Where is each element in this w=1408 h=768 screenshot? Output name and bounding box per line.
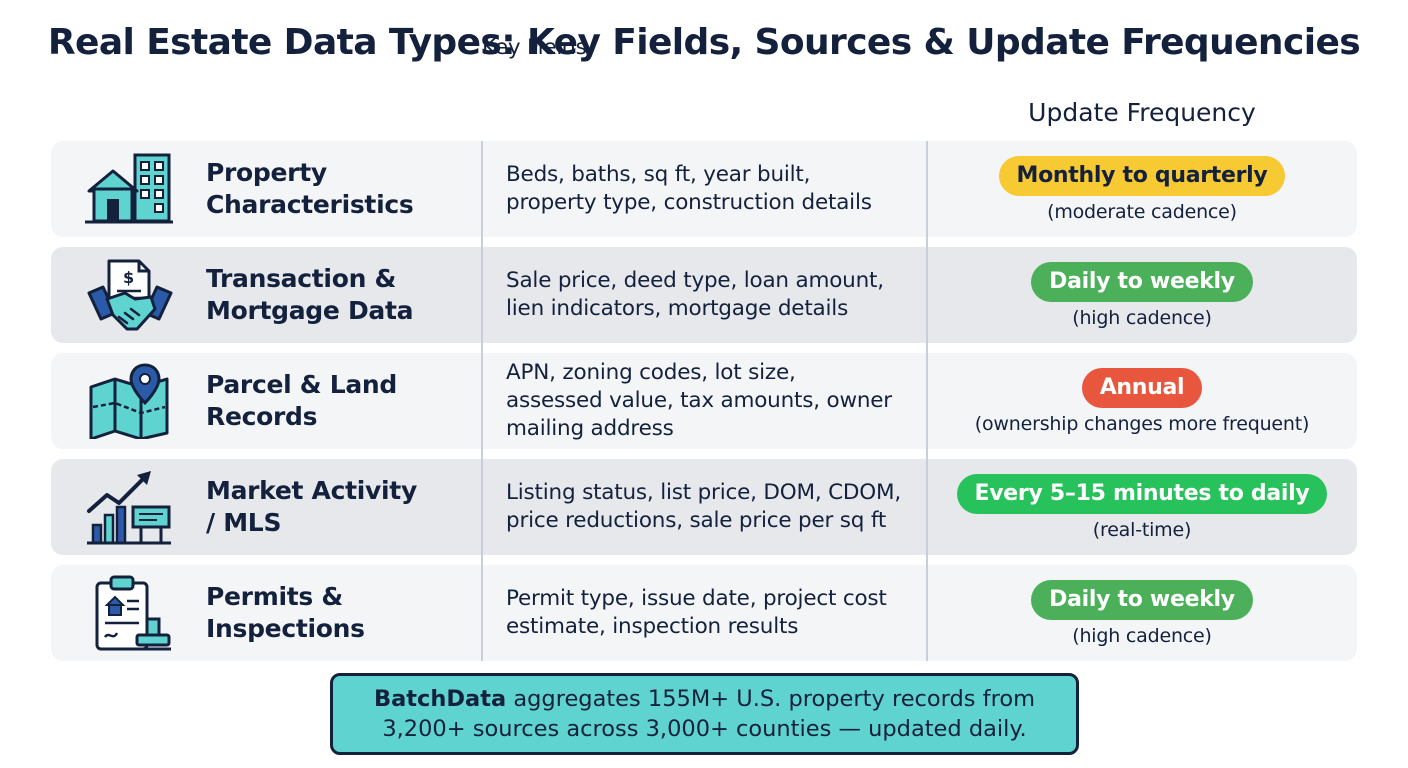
category-label: Property Characteristics (206, 158, 414, 219)
key-fields-cell: Sale price, deed type, loan amount, lien … (506, 268, 884, 321)
frequency-badge: Daily to weekly (1031, 261, 1253, 302)
trend-chart-sign-icon (87, 471, 171, 545)
clipboard-stamp-icon (95, 575, 171, 651)
frequency-note: (high cadence) (1072, 624, 1212, 647)
column-header-key-fields: Key Fields (482, 35, 587, 60)
frequency-note: (real-time) (1092, 518, 1192, 541)
key-fields-cell: Listing status, list price, DOM, CDOM, pr… (506, 480, 901, 533)
summary-callout: BatchData aggregates 155M+ U.S. property… (330, 673, 1079, 755)
category-label: Transaction & Mortgage Data (206, 264, 414, 325)
frequency-cell: Daily to weekly (high cadence) (927, 565, 1357, 661)
category-label: Permits & Inspections (206, 582, 365, 643)
frequency-badge: Monthly to quarterly (998, 155, 1286, 196)
key-fields-cell: Permit type, issue date, project cost est… (506, 586, 887, 639)
frequency-note: (high cadence) (1072, 306, 1212, 329)
frequency-badge: Daily to weekly (1031, 579, 1253, 620)
column-divider (926, 141, 928, 661)
column-header-update-frequency: Update Frequency (1028, 98, 1256, 127)
map-pin-icon (89, 363, 169, 439)
table-row-market-activity: Market Activity / MLS Listing status, lis… (51, 459, 1357, 555)
category-label: Parcel & Land Records (206, 370, 397, 431)
data-types-table: Property Characteristics Beds, baths, sq … (51, 141, 1357, 661)
summary-text-line2: 3,200+ sources across 3,000+ counties — … (382, 716, 1027, 742)
frequency-badge: Every 5–15 minutes to daily (956, 473, 1328, 514)
category-label: Market Activity / MLS (206, 476, 417, 537)
frequency-cell: Monthly to quarterly (moderate cadence) (927, 141, 1357, 237)
page-title: Real Estate Data Types: Key Fields, Sour… (47, 22, 1361, 63)
frequency-badge: Annual (1081, 367, 1203, 408)
house-building-icon (85, 153, 173, 224)
frequency-note: (ownership changes more frequent) (974, 412, 1310, 435)
frequency-cell: Every 5–15 minutes to daily (real-time) (927, 459, 1357, 555)
summary-text-line1: aggregates 155M+ U.S. property records f… (506, 686, 1036, 712)
handshake-document-icon: $ (87, 259, 173, 331)
table-row-parcel-land: Parcel & Land Records APN, zoning codes, … (51, 353, 1357, 449)
table-row-transaction-mortgage: $ Transaction & Mortgage Data Sale price,… (51, 247, 1357, 343)
column-divider (481, 141, 483, 661)
table-row-permits-inspections: Permits & Inspections Permit type, issue … (51, 565, 1357, 661)
key-fields-cell: Beds, baths, sq ft, year built, property … (506, 162, 872, 215)
frequency-note: (moderate cadence) (1047, 200, 1237, 223)
table-row-property-characteristics: Property Characteristics Beds, baths, sq … (51, 141, 1357, 237)
frequency-cell: Daily to weekly (high cadence) (927, 247, 1357, 343)
svg-text:$: $ (123, 268, 134, 287)
brand-name: BatchData (373, 686, 507, 712)
frequency-cell: Annual (ownership changes more frequent) (927, 353, 1357, 449)
key-fields-cell: APN, zoning codes, lot size, assessed val… (506, 360, 892, 441)
